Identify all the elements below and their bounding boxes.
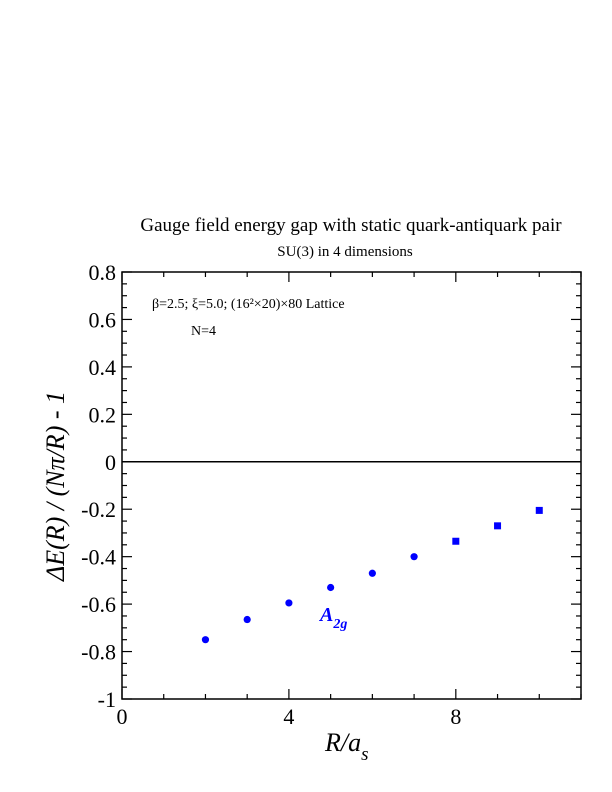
y-tick-label: 0.8 — [89, 260, 117, 285]
data-point-circle — [285, 599, 293, 607]
data-point-circle — [201, 636, 210, 644]
data-point-circle — [243, 615, 251, 624]
y-axis-label: ΔE(R) / (Nπ/R) - 1 — [41, 391, 70, 582]
data-point-circle — [327, 583, 335, 592]
series-label-main: A — [318, 604, 333, 626]
x-tick-label: 0 — [117, 704, 128, 729]
y-tick-label: -0.6 — [81, 592, 116, 617]
y-tick-label: 0 — [105, 450, 116, 475]
data-point-square — [494, 522, 502, 530]
series-label: A2g — [318, 604, 347, 632]
y-axis-tick-labels: -1 -0.8 -0.6 -0.4 -0.2 0 0.2 0.4 0.6 0.8 — [81, 260, 116, 712]
x-axis-label-subscript: s — [361, 744, 368, 765]
x-axis-ticks — [121, 272, 582, 699]
chart-title: Gauge field energy gap with static quark… — [140, 215, 562, 236]
y-tick-label: 0.2 — [89, 402, 117, 427]
series-label-subscript: 2g — [332, 617, 347, 632]
lattice-parameters-annotation: β=2.5; ξ=5.0; (16²×20)×80 Lattice — [152, 297, 345, 312]
y-tick-label: 0.6 — [89, 307, 117, 332]
data-points — [201, 506, 543, 644]
y-tick-label: 0.4 — [89, 355, 117, 380]
y-tick-label: -1 — [98, 687, 116, 712]
data-point-square — [452, 537, 460, 545]
x-axis-label: R/as — [324, 728, 369, 765]
y-axis-ticks — [122, 271, 581, 700]
x-axis-tick-labels: 0 4 8 — [117, 704, 462, 729]
x-tick-label: 8 — [450, 704, 461, 729]
data-point-circle — [410, 553, 418, 561]
y-tick-label: -0.8 — [81, 640, 116, 665]
x-axis-label-main: R/a — [324, 728, 361, 757]
data-point-square — [535, 506, 543, 514]
y-tick-label: -0.4 — [81, 545, 116, 570]
data-point-circle — [368, 569, 376, 577]
chart-subtitle: SU(3) in 4 dimensions — [277, 244, 413, 260]
n-value-annotation: N=4 — [191, 324, 216, 339]
y-tick-label: -0.2 — [81, 497, 116, 522]
x-tick-label: 4 — [283, 704, 294, 729]
